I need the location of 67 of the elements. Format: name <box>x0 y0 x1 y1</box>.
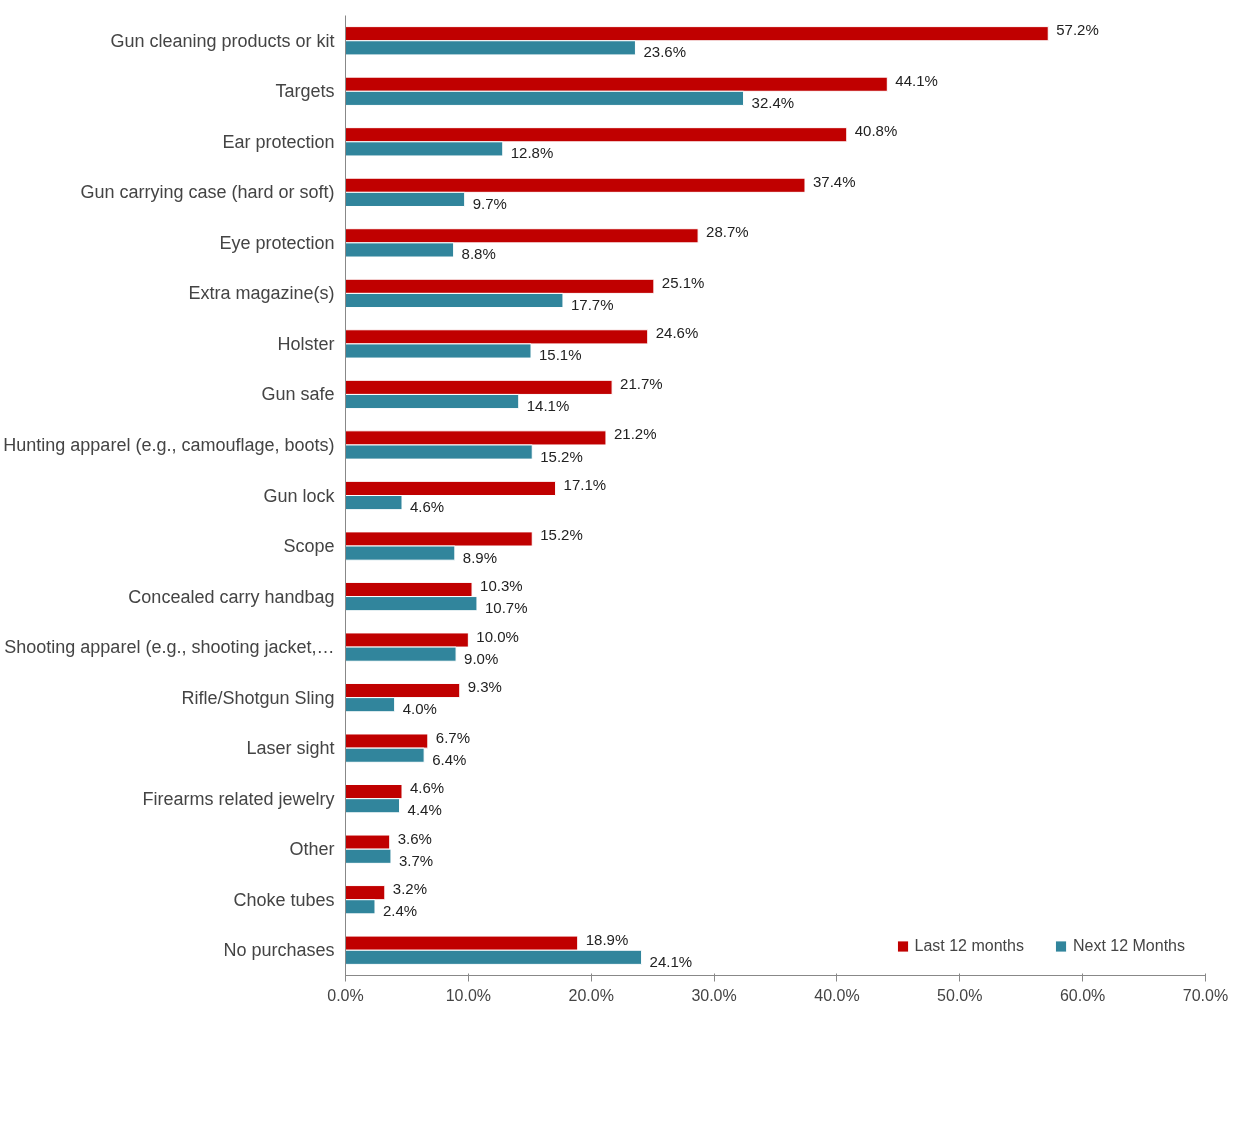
y-tick-label: No purchases <box>223 940 335 961</box>
y-tick-label: Holster <box>277 333 335 354</box>
y-tick-label: Extra magazine(s) <box>188 283 335 304</box>
x-tick-label: 40.0% <box>814 986 860 1004</box>
data-label: 15.1% <box>539 346 582 364</box>
data-label: 4.4% <box>407 801 442 819</box>
data-label: 32.4% <box>751 93 795 111</box>
x-tick-label: 20.0% <box>568 986 614 1004</box>
data-label: 24.6% <box>655 324 699 342</box>
data-label: 25.1% <box>661 273 705 291</box>
y-tick-label: Targets <box>275 81 335 102</box>
y-tick-label: Ear protection <box>222 131 335 152</box>
y-tick-label: Gun safe <box>261 384 335 405</box>
data-label: 57.2% <box>1056 21 1099 39</box>
y-tick-label: Gun cleaning products or kit <box>110 30 335 51</box>
data-label: 8.9% <box>462 548 498 566</box>
data-label: 12.8% <box>510 144 554 162</box>
x-tick-label: 0.0% <box>327 986 364 1004</box>
data-label: 15.2% <box>540 447 583 465</box>
data-label: 10.0% <box>476 627 519 645</box>
data-label: 2.4% <box>382 902 418 920</box>
data-label: 44.1% <box>895 71 938 89</box>
x-tick-label: 30.0% <box>691 986 737 1004</box>
data-label: 3.7% <box>398 851 434 869</box>
x-tick-label: 50.0% <box>937 986 983 1004</box>
data-label: 3.2% <box>392 880 428 898</box>
data-label: 4.6% <box>410 498 445 516</box>
y-tick-label: Shooting apparel (e.g., shooting jacket,… <box>4 637 335 658</box>
x-tick-label: 70.0% <box>1182 986 1229 1004</box>
data-label: 18.9% <box>585 930 629 948</box>
x-tick-label: 10.0% <box>445 986 492 1004</box>
y-tick-label: Concealed carry handbag <box>128 586 335 607</box>
data-label: 40.8% <box>854 122 898 140</box>
y-tick-label: Choke tubes <box>233 889 335 910</box>
y-tick-label: Hunting apparel (e.g., camouflage, boots) <box>3 434 335 455</box>
data-label: 15.2% <box>540 526 583 544</box>
data-label: 9.7% <box>472 194 507 212</box>
data-label: 21.7% <box>620 374 663 392</box>
data-label: 17.1% <box>563 475 607 493</box>
y-tick-label: Other <box>289 839 335 860</box>
legend-label: Last 12 months <box>914 937 1024 955</box>
data-label: 9.0% <box>464 649 499 667</box>
data-label: 37.4% <box>812 172 856 190</box>
x-tick-label: 60.0% <box>1059 986 1106 1004</box>
y-tick-label: Eye protection <box>219 232 335 253</box>
data-label: 3.6% <box>397 829 432 847</box>
data-label: 4.6% <box>410 779 445 797</box>
data-label: 28.7% <box>706 223 749 241</box>
data-label: 24.1% <box>649 952 693 970</box>
data-label: 10.7% <box>484 599 528 617</box>
y-tick-label: Rifle/Shotgun Sling <box>181 687 335 708</box>
data-label: 4.0% <box>402 700 437 718</box>
data-label: 23.6% <box>643 43 686 61</box>
data-label: 9.3% <box>467 678 502 696</box>
data-label: 21.2% <box>613 425 657 443</box>
y-tick-label: Firearms related jewelry <box>142 788 335 809</box>
data-label: 6.7% <box>435 728 471 746</box>
data-label: 14.1% <box>526 397 570 415</box>
y-tick-label: Gun carrying case (hard or soft) <box>80 182 335 203</box>
data-label: 10.3% <box>480 576 523 594</box>
legend-label: Next 12 Months <box>1072 937 1185 955</box>
data-label: 8.8% <box>461 245 496 263</box>
data-label: 6.4% <box>432 750 467 768</box>
y-tick-label: Gun lock <box>263 485 336 506</box>
y-tick-label: Laser sight <box>246 738 335 759</box>
data-label: 17.7% <box>570 295 614 313</box>
y-tick-label: Scope <box>283 536 335 557</box>
